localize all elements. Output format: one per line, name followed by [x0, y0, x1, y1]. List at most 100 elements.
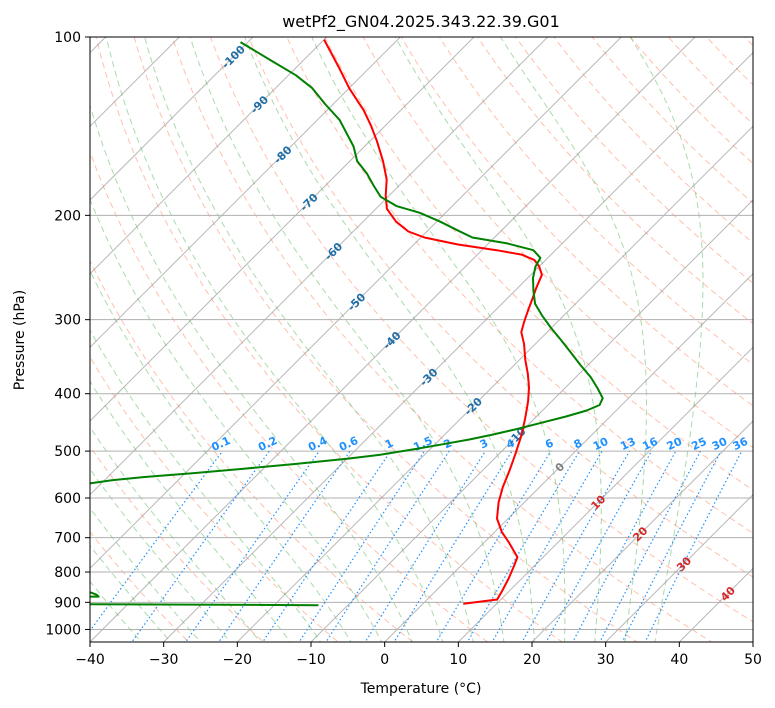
dry-adiabat [770, 24, 775, 654]
moist-adiabat [90, 507, 202, 642]
dry-adiabat [400, 37, 753, 407]
moist-adiabat [189, 37, 505, 642]
mixing-ratio-line [435, 450, 552, 642]
dry-adiabat [667, 37, 753, 125]
plot-clip-group: 0.1 0.2 0.4 0.6 1 1.5 2 3 4 6 8 10 13 16 20 25 30 36-100-… [90, 24, 775, 654]
mixing-ratio-line [466, 450, 580, 642]
moist-adiabat [394, 37, 602, 642]
y-tick-label: 900 [54, 595, 81, 611]
mixing-ratio-label: 6 [543, 436, 556, 451]
mixing-ratio-line [298, 450, 425, 642]
y-tick-label: 200 [54, 208, 81, 224]
y-tick-label: 700 [54, 531, 81, 547]
isotherm-line [90, 37, 402, 349]
moist-adiabat [90, 380, 291, 642]
dry-adiabat [286, 37, 753, 534]
isotherm-line [90, 37, 549, 496]
temperature-profile-line [323, 39, 543, 605]
moist-adiabat [90, 198, 383, 642]
dry-adiabat [90, 150, 489, 642]
dry-adiabat [438, 37, 753, 366]
dry-adiabat [553, 37, 753, 244]
isotherm-label: -70 [298, 191, 321, 214]
x-tick-label: 20 [523, 652, 541, 668]
isotherm-line [383, 272, 753, 642]
isotherm-label: -100 [219, 43, 248, 72]
moist-adiabat [499, 37, 647, 642]
x-tick-label: −40 [75, 652, 105, 668]
mixing-ratio-label: 20 [665, 435, 685, 453]
mixing-ratio-line [184, 450, 320, 642]
dry-adiabat [744, 37, 753, 47]
dewpoint-profile-line [90, 41, 604, 607]
mixing-ratio-label: 3 [478, 436, 490, 451]
dry-adiabat [90, 259, 414, 642]
dry-adiabat [515, 37, 753, 284]
x-tick-label: −20 [223, 652, 253, 668]
x-tick-label: 0 [380, 652, 389, 668]
mixing-ratio-label: 16 [640, 435, 660, 453]
y-tick-label: 1000 [45, 622, 81, 638]
moist-adiabat [90, 426, 261, 642]
moist-adiabat [90, 103, 413, 642]
mixing-ratio-label: 25 [689, 435, 708, 453]
moist-adiabat [629, 37, 704, 642]
isotherm-line [90, 37, 475, 422]
mixing-ratio-line [262, 450, 392, 642]
mixing-ratio-line [545, 450, 653, 642]
mixing-ratio-line [218, 450, 351, 642]
mixing-ratio-line [131, 450, 270, 642]
plot-area: 0.1 0.2 0.4 0.6 1 1.5 2 3 4 6 8 10 13 16 20 25 30 36-100-… [90, 24, 775, 654]
dry-adiabat [90, 531, 190, 642]
dry-adiabat [629, 37, 753, 165]
isotherm-line [531, 420, 753, 642]
isotherm-line [310, 199, 753, 642]
y-tick-label: 100 [54, 30, 81, 46]
isotherm-line [90, 37, 254, 201]
dry-adiabat [591, 37, 753, 204]
plot-frame [89, 36, 754, 643]
y-tick-label: 500 [54, 444, 81, 460]
mixing-ratio-line [621, 450, 722, 642]
isotherm-line [162, 51, 753, 642]
dry-adiabat [705, 37, 753, 86]
isotherm-line [604, 493, 753, 642]
y-tick-label: 800 [54, 565, 81, 581]
dry-adiabat [362, 37, 753, 449]
isotherm-line [90, 37, 328, 275]
mixing-ratio-label: 30 [710, 435, 730, 453]
x-tick-label: 10 [449, 652, 467, 668]
axes: −40 −30 −20 −10 0 10 20 30 40 50 100 200 300 400 500 60… [45, 30, 762, 668]
dry-adiabat [248, 37, 753, 578]
y-tick-label: 300 [54, 313, 81, 329]
moist-adiabat [90, 468, 231, 642]
dry-adiabat [95, 37, 564, 642]
x-tick-label: 50 [744, 652, 762, 668]
y-tick-label: 600 [54, 491, 81, 507]
moist-adiabat [90, 544, 172, 642]
isotherm-line [90, 37, 181, 128]
moist-adiabat [311, 37, 566, 642]
x-axis-label: Temperature (°C) [360, 681, 482, 697]
x-tick-label: 30 [597, 652, 615, 668]
dry-adiabat [171, 37, 713, 642]
x-tick-label: 40 [670, 652, 688, 668]
dry-adiabat [90, 356, 339, 642]
mixing-ratio-label: 13 [618, 435, 637, 453]
isotherm-line [457, 346, 753, 642]
x-tick-label: −10 [296, 652, 326, 668]
mixing-ratio-line [491, 450, 603, 642]
mixing-ratio-line [325, 450, 450, 642]
dry-adiabat [209, 37, 753, 623]
moist-adiabat [144, 37, 474, 642]
moist-adiabat [90, 269, 352, 642]
isotherm-line [752, 641, 753, 642]
isotherm-line [236, 125, 753, 642]
isotherm-line [90, 37, 696, 642]
isotherm-line [90, 37, 623, 570]
dry-adiabat [90, 445, 265, 642]
y-axis-label: Pressure (hPa) [12, 290, 28, 390]
mixing-ratio-line [644, 450, 743, 642]
mixing-ratio-label: 10 [591, 435, 611, 453]
moist-adiabat [244, 37, 535, 642]
